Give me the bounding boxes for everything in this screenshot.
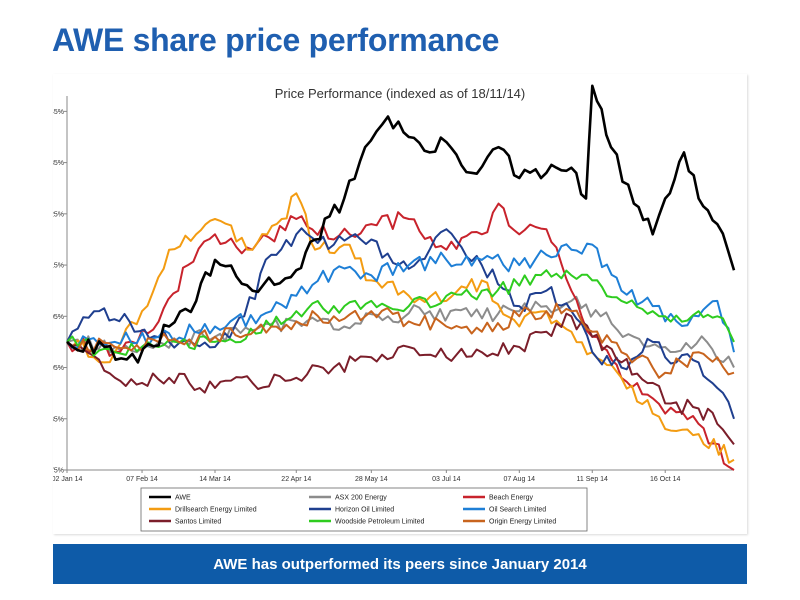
y-tick-label: 115% — [53, 263, 64, 270]
x-tick-label: 14 Mar 14 — [199, 476, 231, 483]
x-tick-label: 11 Sep 14 — [577, 476, 609, 483]
summary-banner: AWE has outperformed its peers since Jan… — [53, 544, 747, 584]
legend-label: Oil Search Limited — [489, 507, 546, 514]
series-line — [66, 269, 735, 357]
plot-series — [66, 84, 736, 471]
legend-label: Horizon Oil Limited — [335, 507, 394, 514]
x-tick-label: 03 Jul 14 — [432, 476, 461, 483]
legend-box — [140, 487, 588, 532]
y-tick-label: 75% — [53, 468, 64, 475]
summary-banner-text: AWE has outperformed its peers since Jan… — [213, 555, 587, 573]
x-tick-label: 02 Jan 14 — [53, 476, 82, 483]
legend-label: ASX 200 Energy — [335, 495, 387, 502]
series-line — [66, 192, 735, 464]
y-tick-label: 95% — [53, 365, 64, 372]
x-tick-label: 07 Aug 14 — [504, 476, 536, 483]
chart-svg: Price Performance (indexed as of 18/11/1… — [53, 84, 736, 532]
x-tick-label: 07 Feb 14 — [126, 476, 158, 483]
x-tick-label: 22 Apr 14 — [281, 476, 311, 483]
legend-label: Santos Limited — [175, 519, 221, 526]
legend-label: Beach Energy — [489, 495, 533, 502]
plot-axes: 75% 85% 95% 105% 115% 125% 135% 145% 02 Jan 14 07… — [53, 96, 734, 483]
y-tick-label: 135% — [53, 160, 64, 167]
y-tick-label: 145% — [53, 109, 64, 116]
slide-title: AWE share price performance — [52, 22, 500, 58]
series-line — [66, 242, 735, 353]
legend-label: Drillsearch Energy Limited — [175, 507, 257, 514]
price-performance-chart: Price Performance (indexed as of 18/11/1… — [53, 74, 747, 534]
chart-legend: AWE ASX 200 Energy Beach Energy Drillsearch… — [140, 487, 588, 532]
y-tick-label: 125% — [53, 211, 64, 218]
legend-label: Woodside Petroleum Limited — [335, 519, 424, 526]
x-tick-label: 28 May 14 — [355, 476, 388, 483]
legend-label: Origin Energy Limited — [489, 519, 556, 526]
legend-label: AWE — [175, 495, 191, 502]
y-tick-label: 85% — [53, 416, 64, 423]
series-line — [66, 302, 735, 379]
series-line — [66, 312, 735, 446]
y-tick-label: 105% — [53, 314, 64, 321]
chart-title: Price Performance (indexed as of 18/11/1… — [275, 86, 526, 101]
series-line — [66, 84, 736, 364]
x-tick-label: 16 Oct 14 — [650, 476, 680, 483]
